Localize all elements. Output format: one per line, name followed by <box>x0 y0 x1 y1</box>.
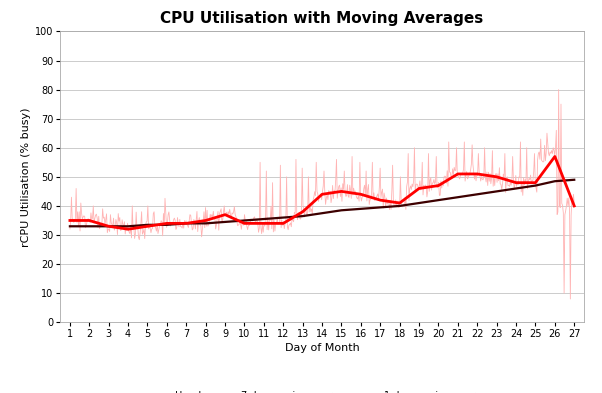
Title: CPU Utilisation with Moving Averages: CPU Utilisation with Moving Averages <box>161 11 483 26</box>
7 day moving average <box>202 221 209 226</box>
7 day moving average <box>222 220 229 224</box>
1 day moving average <box>182 221 190 226</box>
Hourly <box>251 215 258 219</box>
1 day moving average <box>396 201 403 206</box>
1 day moving average <box>299 209 306 214</box>
X-axis label: Day of Month: Day of Month <box>285 343 359 353</box>
1 day moving average <box>241 221 248 226</box>
Hourly <box>555 87 562 92</box>
7 day moving average <box>551 179 559 184</box>
7 day moving average <box>280 215 287 220</box>
7 day moving average <box>571 177 578 182</box>
Hourly <box>66 227 73 231</box>
1 day moving average <box>66 218 73 223</box>
Hourly <box>571 201 578 206</box>
1 day moving average <box>474 172 481 176</box>
7 day moving average <box>260 217 267 221</box>
Hourly <box>566 297 574 301</box>
1 day moving average <box>455 172 462 176</box>
1 day moving average <box>318 192 326 196</box>
7 day moving average <box>66 224 73 229</box>
1 day moving average <box>260 221 267 226</box>
1 day moving average <box>493 174 500 179</box>
Hourly <box>504 174 511 179</box>
7 day moving average <box>415 201 423 206</box>
1 day moving average <box>551 154 559 159</box>
1 day moving average <box>571 204 578 208</box>
Line: Hourly: Hourly <box>70 90 574 299</box>
1 day moving average <box>163 221 170 226</box>
1 day moving average <box>338 189 345 194</box>
Line: 1 day moving average: 1 day moving average <box>70 156 574 229</box>
Hourly <box>320 184 327 188</box>
1 day moving average <box>222 212 229 217</box>
Hourly <box>209 215 216 219</box>
1 day moving average <box>125 227 132 231</box>
7 day moving average <box>105 224 113 229</box>
7 day moving average <box>163 222 170 227</box>
1 day moving average <box>144 224 151 229</box>
1 day moving average <box>415 186 423 191</box>
1 day moving average <box>85 218 93 223</box>
1 day moving average <box>435 183 442 188</box>
Line: 7 day moving average: 7 day moving average <box>70 180 574 226</box>
1 day moving average <box>532 180 539 185</box>
1 day moving average <box>280 221 287 226</box>
7 day moving average <box>435 198 442 202</box>
7 day moving average <box>318 211 326 215</box>
7 day moving average <box>474 192 481 196</box>
7 day moving average <box>182 221 190 226</box>
7 day moving average <box>357 206 364 211</box>
7 day moving average <box>493 189 500 194</box>
7 day moving average <box>299 214 306 219</box>
7 day moving average <box>338 208 345 213</box>
7 day moving average <box>144 222 151 227</box>
7 day moving average <box>455 195 462 200</box>
1 day moving average <box>377 198 384 202</box>
7 day moving average <box>396 204 403 208</box>
1 day moving average <box>105 224 113 229</box>
7 day moving average <box>532 183 539 188</box>
1 day moving average <box>357 192 364 196</box>
Legend: Hourly, 7 day moving average, 1 day moving average: Hourly, 7 day moving average, 1 day movi… <box>146 387 498 393</box>
1 day moving average <box>202 218 209 223</box>
7 day moving average <box>241 218 248 223</box>
7 day moving average <box>125 224 132 229</box>
Hourly <box>157 222 164 227</box>
7 day moving average <box>377 205 384 210</box>
1 day moving average <box>512 180 520 185</box>
7 day moving average <box>85 224 93 229</box>
7 day moving average <box>512 186 520 191</box>
Hourly <box>523 181 530 185</box>
Y-axis label: rCPU Utilisation (% busy): rCPU Utilisation (% busy) <box>20 107 31 246</box>
